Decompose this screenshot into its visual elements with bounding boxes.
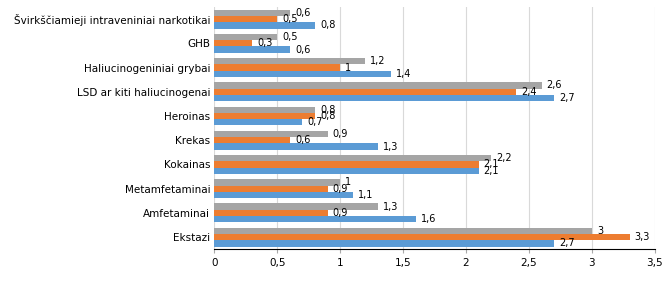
Text: 0,6: 0,6	[295, 45, 310, 55]
Bar	[214, 143, 378, 150]
Text: 0,9: 0,9	[333, 129, 348, 139]
Text: 0,9: 0,9	[333, 208, 348, 218]
Bar	[214, 131, 328, 137]
Bar	[214, 192, 353, 198]
Text: 1,3: 1,3	[383, 142, 399, 151]
Bar	[214, 58, 365, 64]
Bar	[214, 40, 252, 47]
Bar	[214, 22, 315, 29]
Bar	[214, 10, 290, 16]
Text: 3: 3	[597, 226, 603, 236]
Bar	[214, 106, 315, 113]
Bar	[214, 168, 478, 174]
Bar	[214, 155, 491, 161]
Text: 2,1: 2,1	[484, 160, 499, 169]
Bar	[214, 161, 478, 168]
Text: 0,9: 0,9	[333, 184, 348, 194]
Text: 2,7: 2,7	[559, 238, 575, 248]
Text: 0,8: 0,8	[320, 20, 336, 30]
Bar	[214, 82, 541, 88]
Text: 1,1: 1,1	[358, 190, 373, 200]
Text: 1: 1	[345, 63, 351, 73]
Text: 1,4: 1,4	[395, 69, 411, 79]
Text: 1,6: 1,6	[421, 214, 436, 224]
Text: 0,8: 0,8	[320, 111, 336, 121]
Text: 0,5: 0,5	[282, 14, 298, 24]
Text: 0,6: 0,6	[295, 135, 310, 145]
Text: 1,2: 1,2	[371, 56, 386, 66]
Bar	[214, 203, 378, 210]
Bar	[214, 137, 290, 143]
Bar	[214, 113, 315, 119]
Legend: Viso, Merginos, Vaikinai: Viso, Merginos, Vaikinai	[330, 302, 539, 304]
Bar	[214, 119, 302, 126]
Bar	[214, 179, 340, 185]
Bar	[214, 34, 277, 40]
Bar	[214, 228, 592, 234]
Bar	[214, 71, 391, 77]
Bar	[214, 16, 277, 22]
Bar	[214, 216, 415, 223]
Text: 0,5: 0,5	[282, 32, 298, 42]
Text: 2,6: 2,6	[547, 81, 562, 91]
Text: 2,4: 2,4	[521, 87, 537, 97]
Text: 2,2: 2,2	[496, 153, 512, 163]
Text: 0,7: 0,7	[308, 117, 323, 127]
Text: 3,3: 3,3	[634, 232, 650, 242]
Bar	[214, 64, 340, 71]
Text: 1,3: 1,3	[383, 202, 399, 212]
Text: 1: 1	[345, 178, 351, 187]
Bar	[214, 234, 630, 240]
Bar	[214, 240, 554, 247]
Bar	[214, 88, 517, 95]
Text: 0,6: 0,6	[295, 8, 310, 18]
Bar	[214, 95, 554, 101]
Text: 2,1: 2,1	[484, 166, 499, 176]
Text: 0,3: 0,3	[257, 38, 273, 48]
Bar	[214, 210, 328, 216]
Text: 0,8: 0,8	[320, 105, 336, 115]
Text: 2,7: 2,7	[559, 93, 575, 103]
Bar	[214, 47, 290, 53]
Bar	[214, 185, 328, 192]
